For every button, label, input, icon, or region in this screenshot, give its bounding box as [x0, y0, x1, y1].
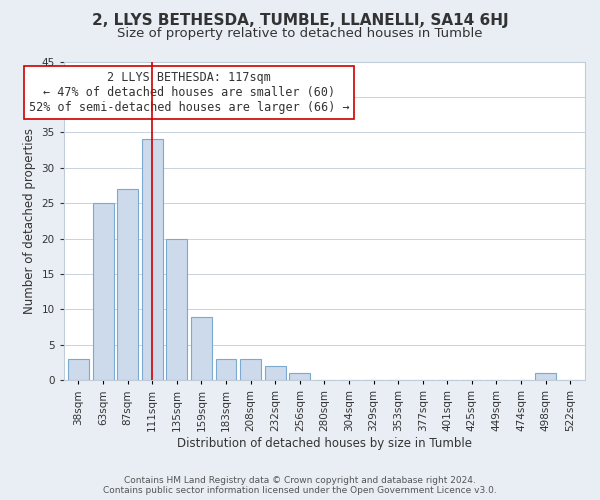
- Bar: [535, 373, 556, 380]
- Bar: [142, 140, 163, 380]
- Bar: [92, 203, 113, 380]
- Y-axis label: Number of detached properties: Number of detached properties: [23, 128, 36, 314]
- Bar: [117, 189, 138, 380]
- Bar: [68, 359, 89, 380]
- Bar: [289, 373, 310, 380]
- Bar: [240, 359, 261, 380]
- X-axis label: Distribution of detached houses by size in Tumble: Distribution of detached houses by size …: [177, 437, 472, 450]
- Text: Contains HM Land Registry data © Crown copyright and database right 2024.
Contai: Contains HM Land Registry data © Crown c…: [103, 476, 497, 495]
- Bar: [191, 316, 212, 380]
- Bar: [265, 366, 286, 380]
- Bar: [166, 238, 187, 380]
- Text: 2, LLYS BETHESDA, TUMBLE, LLANELLI, SA14 6HJ: 2, LLYS BETHESDA, TUMBLE, LLANELLI, SA14…: [92, 12, 508, 28]
- Text: 2 LLYS BETHESDA: 117sqm
← 47% of detached houses are smaller (60)
52% of semi-de: 2 LLYS BETHESDA: 117sqm ← 47% of detache…: [29, 71, 349, 114]
- Bar: [215, 359, 236, 380]
- Text: Size of property relative to detached houses in Tumble: Size of property relative to detached ho…: [117, 28, 483, 40]
